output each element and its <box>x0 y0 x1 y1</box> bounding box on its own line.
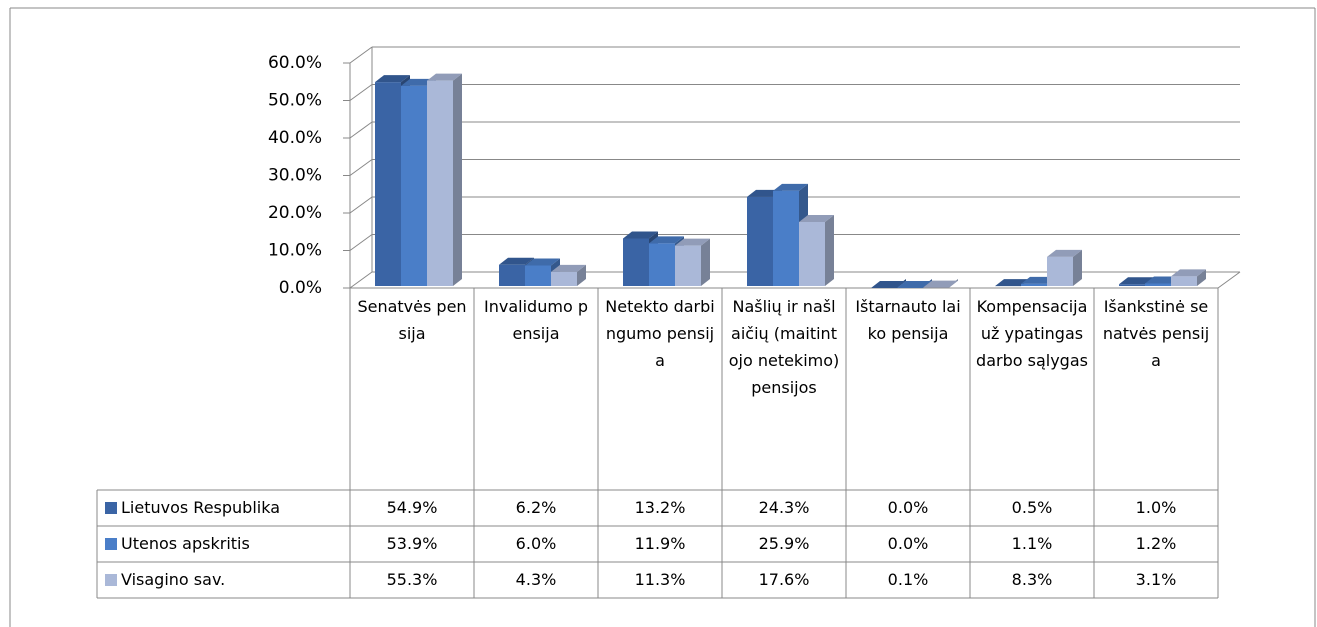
bar-top <box>375 75 410 83</box>
value-label: 0.0% <box>887 534 929 553</box>
bar-top <box>499 257 534 265</box>
bar <box>649 243 675 286</box>
legend-label: Lietuvos Respublika <box>121 498 281 517</box>
grid-line <box>349 46 373 64</box>
category-label: Netekto darbingumo pensija <box>605 297 715 370</box>
bar-side <box>701 238 710 286</box>
bar-top <box>551 264 586 272</box>
bar <box>499 264 525 286</box>
bar-top <box>897 281 932 288</box>
bar <box>675 245 701 286</box>
value-label: 6.0% <box>515 534 557 553</box>
bar-top <box>1171 269 1206 277</box>
bar <box>1145 283 1171 286</box>
bar-top <box>675 238 710 246</box>
y-tick-label: 40.0% <box>268 128 322 148</box>
bar <box>1047 256 1073 286</box>
value-label: 4.3% <box>515 570 557 589</box>
category-label: Kompensacija už ypatingas darbo sąlygas <box>976 297 1088 370</box>
bar-top <box>799 215 834 222</box>
value-label: 1.1% <box>1011 534 1053 553</box>
value-label: 11.3% <box>634 570 686 589</box>
value-label: 0.1% <box>887 570 929 589</box>
bar-top <box>649 236 684 244</box>
value-label: 25.9% <box>758 534 810 553</box>
bar <box>799 222 825 286</box>
bar-side <box>1073 249 1082 286</box>
bar <box>525 265 551 286</box>
bar-top <box>1047 249 1082 257</box>
value-label: 6.2% <box>515 498 557 517</box>
bar-side <box>453 73 462 286</box>
category-label: Invalidumo pensija <box>484 297 588 343</box>
value-label: 1.0% <box>1135 498 1177 517</box>
grid-line <box>349 196 373 214</box>
value-label: 1.2% <box>1135 534 1177 553</box>
y-tick-label: 60.0% <box>268 53 322 73</box>
legend-label: Visagino sav. <box>121 570 226 589</box>
bar-top <box>923 280 958 288</box>
legend-swatch <box>105 538 117 550</box>
value-label: 0.0% <box>887 498 929 517</box>
legend-entry: Lietuvos Respublika <box>97 490 350 526</box>
legend-label: Utenos apskritis <box>121 534 250 553</box>
bar <box>1171 276 1197 286</box>
bar <box>747 196 773 286</box>
bar <box>401 85 427 286</box>
bar-side <box>1197 269 1206 286</box>
category-label: Senatvės pensija <box>357 297 467 343</box>
bar <box>1021 283 1047 286</box>
grid-line <box>349 84 373 101</box>
legend-swatch <box>105 574 117 586</box>
y-tick-label: 30.0% <box>268 166 322 186</box>
bar-top <box>623 231 658 239</box>
value-label: 3.1% <box>1135 570 1177 589</box>
bar <box>375 82 401 286</box>
value-label: 24.3% <box>758 498 810 517</box>
value-label: 54.9% <box>386 498 438 517</box>
grid-line <box>349 234 373 251</box>
value-label: 11.9% <box>634 534 686 553</box>
y-tick-label: 0.0% <box>279 278 322 298</box>
bar-top <box>871 281 906 288</box>
category-label: Našlių ir našlaičių (maitintojo netekimo… <box>728 297 840 397</box>
bar <box>551 271 577 286</box>
y-tick-label: 20.0% <box>268 203 322 223</box>
floor-edge <box>1217 271 1241 289</box>
bar-top <box>427 73 462 81</box>
category-label: Išankstinė senatvės pensija <box>1102 297 1210 370</box>
value-label: 0.5% <box>1011 498 1053 517</box>
value-label: 17.6% <box>758 570 810 589</box>
bar <box>773 190 799 286</box>
grid-line <box>349 159 373 176</box>
value-label: 53.9% <box>386 534 438 553</box>
bar <box>623 238 649 286</box>
y-tick-label: 50.0% <box>268 91 322 111</box>
value-label: 8.3% <box>1011 570 1053 589</box>
bar-top <box>1119 277 1154 285</box>
bar-side <box>825 215 834 286</box>
bar-top <box>773 183 808 191</box>
value-label: 55.3% <box>386 570 438 589</box>
bar-side <box>577 264 586 286</box>
value-label: 13.2% <box>634 498 686 517</box>
bar <box>1119 284 1145 286</box>
legend-entry: Visagino sav. <box>97 562 350 598</box>
grid-line <box>349 121 373 139</box>
grid-line <box>349 271 373 289</box>
bar-top <box>525 258 560 266</box>
y-tick-label: 10.0% <box>268 241 322 261</box>
legend-entry: Utenos apskritis <box>97 526 350 562</box>
bar <box>427 80 453 286</box>
legend-swatch <box>105 502 117 514</box>
category-label: Ištarnauto laiko pensija <box>855 297 961 343</box>
